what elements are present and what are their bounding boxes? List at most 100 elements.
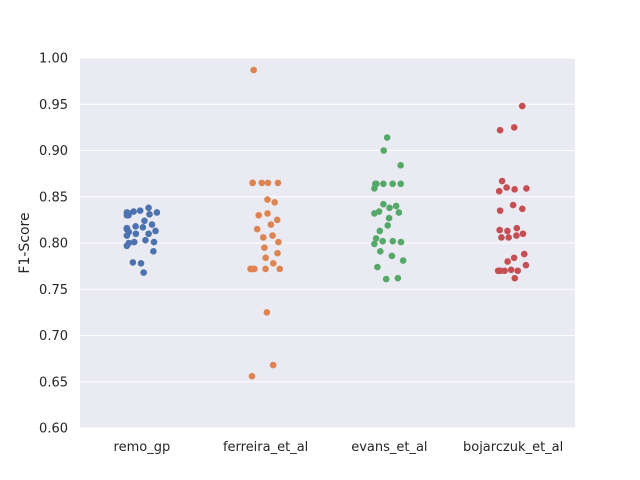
data-point-evans_et_al bbox=[399, 257, 407, 264]
data-point-ferreira_et_al bbox=[270, 260, 277, 267]
x-tick-labels: remo_gp ferreira_et_al evans_et_al bojarczu… bbox=[114, 440, 564, 455]
data-point-evans_et_al bbox=[380, 200, 387, 208]
data-point-remo_gp bbox=[123, 232, 131, 239]
data-point-ferreira_et_al bbox=[261, 244, 268, 251]
data-point-bojarczuk_et_al bbox=[496, 126, 504, 134]
data-point-bojarczuk_et_al bbox=[496, 207, 504, 214]
data-point-evans_et_al bbox=[371, 240, 378, 248]
data-point-remo_gp bbox=[142, 236, 149, 244]
y-tick-label: 0.75 bbox=[39, 283, 68, 298]
data-point-ferreira_et_al bbox=[249, 179, 256, 187]
data-point-ferreira_et_al bbox=[269, 232, 276, 239]
y-tick-label: 0.95 bbox=[39, 98, 68, 113]
data-point-bojarczuk_et_al bbox=[513, 232, 520, 239]
data-point-remo_gp bbox=[152, 227, 159, 235]
data-point-remo_gp bbox=[148, 221, 156, 228]
y-tick-label: 0.90 bbox=[39, 144, 68, 159]
data-point-evans_et_al bbox=[389, 180, 396, 188]
data-point-bojarczuk_et_al bbox=[496, 226, 503, 234]
data-point-evans_et_al bbox=[374, 263, 381, 271]
data-point-bojarczuk_et_al bbox=[514, 267, 522, 275]
data-point-bojarczuk_et_al bbox=[519, 230, 527, 238]
x-tick-label: evans_et_al bbox=[351, 440, 427, 455]
data-point-bojarczuk_et_al bbox=[522, 261, 530, 269]
data-point-evans_et_al bbox=[376, 227, 384, 235]
x-tick-label: ferreira_et_al bbox=[223, 440, 308, 455]
data-point-ferreira_et_al bbox=[275, 238, 282, 246]
data-point-ferreira_et_al bbox=[274, 249, 281, 257]
data-point-bojarczuk_et_al bbox=[504, 258, 511, 265]
data-point-bojarczuk_et_al bbox=[518, 102, 526, 110]
data-point-bojarczuk_et_al bbox=[509, 201, 517, 209]
data-point-ferreira_et_al bbox=[253, 225, 261, 233]
data-point-bojarczuk_et_al bbox=[510, 254, 518, 262]
data-point-evans_et_al bbox=[384, 222, 392, 229]
data-point-remo_gp bbox=[129, 259, 137, 266]
data-point-evans_et_al bbox=[392, 202, 400, 210]
data-point-bojarczuk_et_al bbox=[511, 186, 518, 193]
data-point-remo_gp bbox=[146, 211, 153, 218]
data-point-ferreira_et_al bbox=[274, 179, 282, 187]
y-tick-label: 0.85 bbox=[39, 190, 68, 205]
data-point-evans_et_al bbox=[371, 210, 378, 217]
data-point-ferreira_et_al bbox=[264, 179, 272, 187]
data-point-remo_gp bbox=[150, 248, 157, 255]
data-point-remo_gp bbox=[136, 207, 144, 214]
data-point-remo_gp bbox=[145, 230, 152, 238]
data-point-evans_et_al bbox=[397, 238, 405, 246]
data-point-bojarczuk_et_al bbox=[510, 124, 518, 131]
data-point-bojarczuk_et_al bbox=[503, 184, 510, 191]
data-point-evans_et_al bbox=[397, 162, 404, 169]
data-point-ferreira_et_al bbox=[255, 211, 262, 219]
data-point-remo_gp bbox=[123, 211, 131, 219]
y-tick-label: 0.80 bbox=[39, 237, 68, 252]
y-tick-label: 0.60 bbox=[39, 422, 68, 437]
data-point-remo_gp bbox=[145, 204, 152, 212]
data-point-evans_et_al bbox=[386, 204, 393, 212]
data-point-remo_gp bbox=[139, 223, 147, 231]
data-point-ferreira_et_al bbox=[247, 265, 254, 273]
data-point-bojarczuk_et_al bbox=[504, 227, 511, 235]
data-point-bojarczuk_et_al bbox=[518, 205, 526, 213]
data-point-remo_gp bbox=[153, 209, 161, 216]
data-point-evans_et_al bbox=[389, 237, 397, 245]
data-point-ferreira_et_al bbox=[262, 265, 269, 273]
data-point-evans_et_al bbox=[394, 274, 402, 282]
data-point-ferreira_et_al bbox=[263, 309, 271, 316]
data-point-evans_et_al bbox=[376, 248, 384, 255]
data-point-bojarczuk_et_al bbox=[523, 185, 530, 192]
data-point-remo_gp bbox=[141, 217, 148, 225]
y-tick-label: 1.00 bbox=[39, 52, 68, 67]
data-point-ferreira_et_al bbox=[267, 221, 275, 228]
data-point-evans_et_al bbox=[380, 180, 387, 188]
data-point-ferreira_et_al bbox=[269, 361, 277, 369]
data-point-bojarczuk_et_al bbox=[513, 224, 521, 232]
data-point-ferreira_et_al bbox=[271, 199, 279, 206]
y-tick-labels: 0.60 0.65 0.70 0.75 0.80 0.85 0.90 0.95 1.00 bbox=[39, 52, 68, 437]
data-point-remo_gp bbox=[140, 269, 147, 276]
data-point-evans_et_al bbox=[380, 147, 387, 154]
data-point-evans_et_al bbox=[379, 237, 386, 245]
data-point-bojarczuk_et_al bbox=[496, 267, 504, 275]
data-point-remo_gp bbox=[150, 238, 158, 246]
y-axis-label: F1-Score bbox=[17, 212, 33, 273]
data-point-ferreira_et_al bbox=[264, 210, 271, 217]
x-tick-label: remo_gp bbox=[114, 440, 171, 455]
data-point-remo_gp bbox=[132, 230, 140, 238]
data-point-ferreira_et_al bbox=[250, 66, 257, 74]
data-point-evans_et_al bbox=[397, 180, 405, 188]
data-point-remo_gp bbox=[123, 242, 131, 250]
data-point-ferreira_et_al bbox=[276, 265, 284, 273]
data-point-evans_et_al bbox=[372, 235, 380, 242]
data-point-remo_gp bbox=[137, 260, 145, 267]
data-point-ferreira_et_al bbox=[273, 216, 281, 224]
data-point-bojarczuk_et_al bbox=[498, 234, 505, 241]
data-point-evans_et_al bbox=[395, 209, 403, 216]
data-point-bojarczuk_et_al bbox=[505, 234, 512, 241]
data-point-evans_et_al bbox=[371, 185, 378, 192]
data-point-evans_et_al bbox=[388, 252, 396, 260]
data-point-bojarczuk_et_al bbox=[495, 187, 503, 195]
data-point-ferreira_et_al bbox=[259, 234, 267, 241]
data-point-evans_et_al bbox=[385, 214, 393, 222]
